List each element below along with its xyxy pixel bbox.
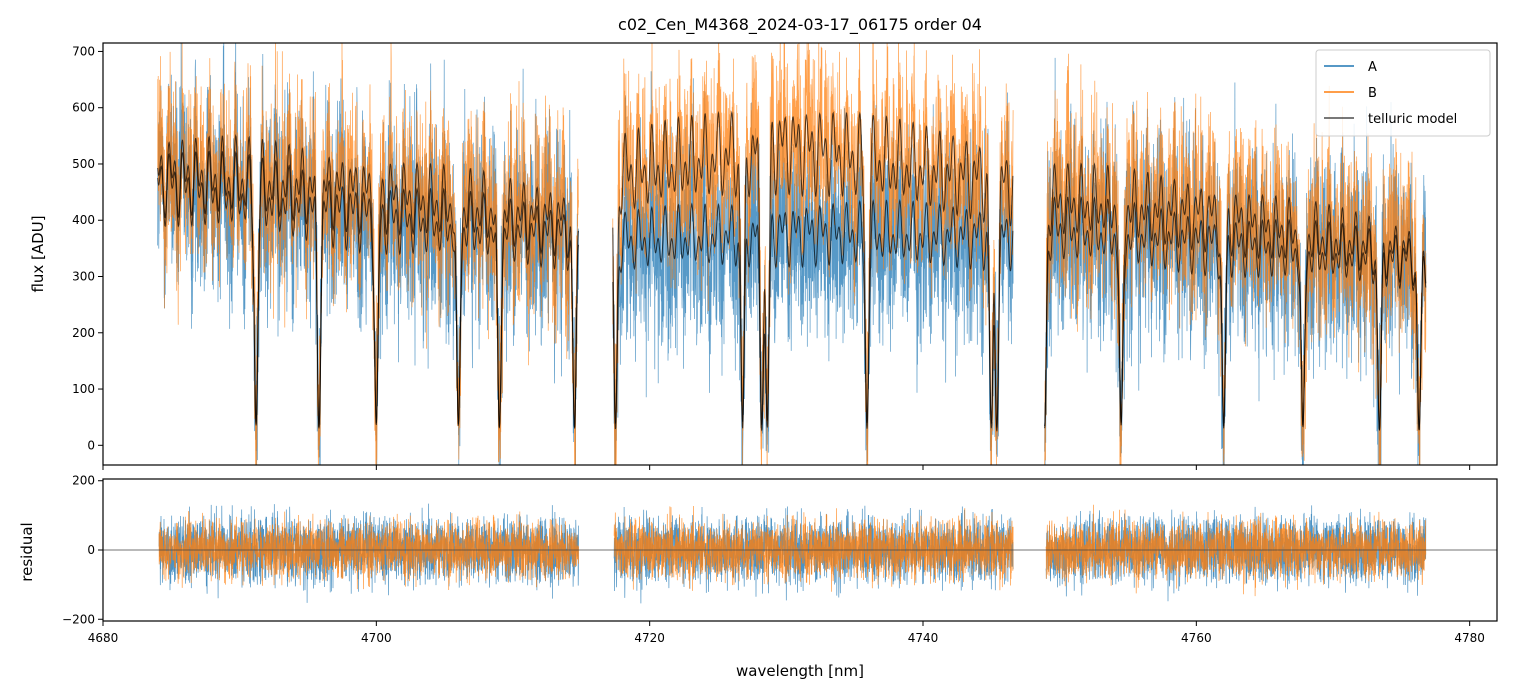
residual-y-tick-label: 200 xyxy=(72,474,95,488)
x-tick-label: 4740 xyxy=(908,631,939,645)
flux-panel: 0 100 200 300 400 500 600 700 flux [ADU] ABtell… xyxy=(29,42,1498,470)
residual-y-tick-label: 0 xyxy=(87,543,95,557)
flux-panel-frame xyxy=(102,42,1498,466)
flux-y-tick-label: 400 xyxy=(72,213,95,227)
legend-label: A xyxy=(1368,60,1377,75)
x-tick-label: 4680 xyxy=(88,631,119,645)
legend-label: B xyxy=(1368,86,1377,101)
flux-y-tick-label: 600 xyxy=(72,101,95,115)
residual-y-axis-label: residual xyxy=(18,522,36,581)
x-tick-label: 4700 xyxy=(361,631,392,645)
flux-y-axis-label: flux [ADU] xyxy=(29,215,47,292)
x-tick-label: 4720 xyxy=(634,631,665,645)
x-axis-label: wavelength [nm] xyxy=(736,662,864,680)
legend-frame xyxy=(1315,49,1491,137)
flux-y-tick-label: 0 xyxy=(87,438,95,452)
residual-series-b xyxy=(158,504,1427,597)
x-tick-label: 4780 xyxy=(1454,631,1485,645)
flux-y-tick-label: 300 xyxy=(72,270,95,284)
residual-y-tick-label: −200 xyxy=(62,612,95,626)
flux-y-tick-label: 100 xyxy=(72,382,95,396)
flux-y-tick-label: 500 xyxy=(72,157,95,171)
chart-title: c02_Cen_M4368_2024-03-17_06175 order 04 xyxy=(618,15,982,35)
residual-panel: −200 0 200 4680 4700 4720 4740 4760 4780 residu… xyxy=(18,474,1498,680)
telluric-model-line-2 xyxy=(157,110,1427,430)
flux-y-tick-label: 200 xyxy=(72,326,95,340)
telluric-model-line-1 xyxy=(157,150,1427,432)
x-tick-label: 4760 xyxy=(1181,631,1212,645)
flux-y-tick-label: 700 xyxy=(72,44,95,58)
legend-label: telluric model xyxy=(1368,112,1457,127)
